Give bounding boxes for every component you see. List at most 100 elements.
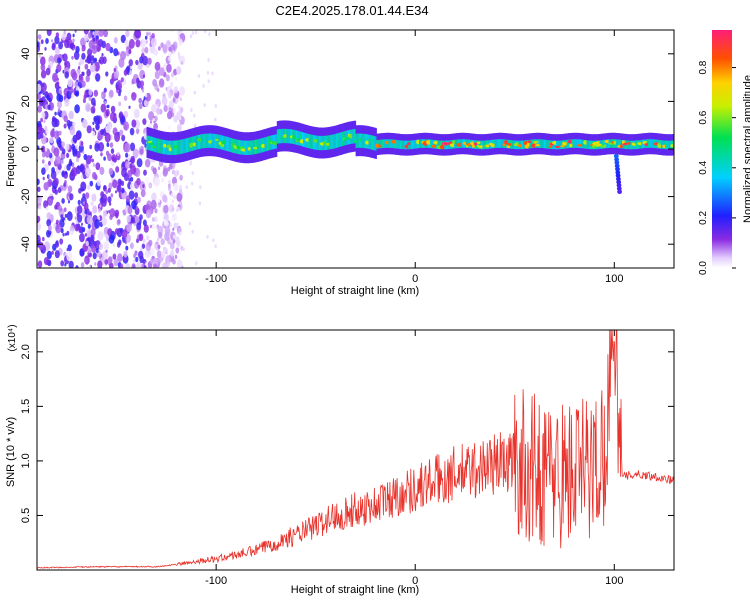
spectrogram-cell: [118, 91, 121, 97]
spectrogram-cell: [71, 143, 75, 150]
spectrogram-cell: [171, 169, 175, 175]
spectrogram-cell: [494, 139, 497, 149]
spectrogram-cell: [340, 132, 342, 147]
spectrogram-cell: [159, 139, 162, 154]
spectrogram-cell: [341, 132, 343, 147]
spectrogram-cell: [94, 57, 98, 63]
spectrogram-cell: [136, 130, 139, 135]
spectrogram-cell: [90, 228, 96, 237]
spectrogram-cell: [67, 78, 73, 88]
spectrogram-cell: [37, 41, 40, 48]
spectrogram-cell: [616, 179, 622, 185]
spectrogram-cell: [299, 131, 302, 146]
spectrogram-cell: [156, 138, 158, 153]
spectrogram-cell: [121, 192, 127, 200]
spectrogram-cell: [63, 30, 67, 35]
spectrogram-cell: [105, 189, 109, 195]
spectrogram-cell: [138, 103, 143, 110]
spectrogram-cell: [614, 160, 620, 165]
spectrogram-cell: [143, 99, 149, 107]
spectrogram-cell: [226, 136, 228, 151]
spectrogram-cell: [102, 214, 105, 220]
spectrogram-cell: [134, 30, 141, 38]
spectrogram-cell: [112, 243, 115, 247]
spectrogram-cell: [67, 244, 72, 252]
spectrogram-cell: [82, 98, 86, 104]
spectrogram-cell: [582, 139, 584, 149]
y-tick-label: 0: [20, 146, 32, 152]
spectrogram-cell: [86, 68, 91, 77]
spectrogram-cell: [108, 234, 115, 244]
spectrogram-cell: [169, 81, 174, 88]
spectrogram-cell: [138, 233, 144, 242]
spectrogram-cell: [154, 70, 160, 80]
spectrogram-cell: [616, 183, 622, 188]
spectrogram-cell: [100, 103, 107, 113]
spectrogram-cell: [203, 133, 205, 149]
spectrogram-cell: [392, 139, 395, 149]
spectrogram-cell: [118, 101, 122, 107]
spectrogram-cell: [104, 132, 111, 143]
spectrogram-cell: [148, 32, 151, 36]
spectrogram-cell: [101, 94, 103, 98]
spectrogram-cell: [60, 159, 64, 165]
spectrogram-cell: [152, 79, 158, 87]
spectrogram-cell: [136, 222, 142, 231]
spectrogram-cell: [436, 140, 439, 149]
spectrogram-cell: [188, 137, 190, 152]
spectrogram-cell: [140, 189, 146, 198]
spectrogram-cell: [144, 176, 150, 185]
spectrogram-cell: [143, 169, 147, 176]
spectrogram-cell: [168, 100, 174, 109]
spectrogram-cell: [177, 104, 181, 110]
spectrogram-cell: [161, 96, 168, 106]
spectrogram-cell: [144, 46, 149, 54]
spectrogram-cell: [75, 91, 78, 96]
spectrogram-cell: [98, 30, 104, 37]
spectrogram-cell: [419, 139, 421, 149]
spectrogram-cell: [614, 157, 619, 162]
spectrogram-cell: [50, 129, 56, 138]
spectrogram-cell: [54, 250, 60, 259]
spectrogram-cell: [401, 140, 404, 150]
spectrogram-cell: [373, 135, 375, 151]
spectrogram-x-axis-label: Height of straight line (km): [291, 285, 419, 297]
spectrogram-cell: [190, 108, 193, 112]
spectrogram-cell: [80, 181, 87, 192]
spectrogram-cell: [193, 90, 196, 95]
spectrogram-cell: [57, 187, 62, 194]
spectrogram-cell: [69, 158, 72, 163]
spectrogram-cell: [402, 140, 405, 150]
spectrogram-cell: [553, 140, 556, 150]
spectrogram-cell: [167, 111, 173, 120]
spectrogram-cell: [66, 119, 71, 127]
spectrogram-cell: [616, 139, 618, 148]
spectrogram-cell: [577, 139, 580, 148]
spectrogram-cell: [84, 63, 89, 70]
spectrogram-cell: [90, 106, 96, 114]
spectrogram-cell: [42, 91, 45, 95]
spectrogram-cell: [536, 139, 538, 148]
spectrogram-cell: [91, 158, 94, 163]
spectrogram-cell: [71, 55, 74, 60]
spectrogram-cell: [133, 253, 137, 259]
spectrogram-cell: [81, 47, 85, 52]
spectrogram-cell: [586, 140, 589, 149]
spectrogram-cell: [496, 139, 499, 148]
spectrogram-cell: [125, 30, 130, 38]
spectrogram-cell: [141, 88, 145, 93]
spectrogram-cell: [51, 250, 54, 255]
spectrogram-cell: [439, 140, 442, 150]
spectrogram-cell: [568, 139, 570, 149]
spectrogram-cell: [84, 209, 88, 215]
spectrogram-cell: [618, 139, 620, 149]
spectrogram-cell: [482, 140, 485, 150]
spectrogram-cell: [243, 140, 246, 155]
spectrogram-cell: [110, 148, 115, 154]
spectrogram-cell: [191, 229, 194, 234]
spectrogram-cell: [169, 241, 175, 250]
spectrogram-cell: [136, 238, 139, 244]
spectrogram-cell: [400, 140, 403, 149]
spectrogram-cell: [179, 188, 183, 194]
spectrogram-cell: [257, 139, 259, 154]
